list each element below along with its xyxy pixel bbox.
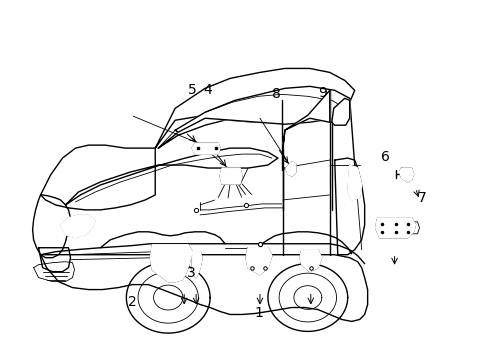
Polygon shape [158, 100, 281, 148]
Polygon shape [331, 98, 349, 125]
Polygon shape [375, 218, 415, 238]
Text: 5: 5 [187, 83, 196, 96]
Polygon shape [242, 195, 255, 202]
Text: 7: 7 [417, 191, 426, 205]
Polygon shape [283, 90, 329, 148]
Polygon shape [175, 86, 349, 132]
Text: 2: 2 [128, 295, 137, 309]
Text: 3: 3 [186, 266, 195, 280]
Polygon shape [285, 162, 295, 176]
Text: 8: 8 [271, 87, 280, 101]
Polygon shape [299, 250, 321, 272]
Text: 4: 4 [203, 83, 212, 96]
Polygon shape [245, 248, 271, 275]
Text: 9: 9 [317, 86, 326, 100]
Polygon shape [61, 215, 95, 238]
Polygon shape [347, 165, 361, 200]
Polygon shape [192, 143, 220, 154]
Polygon shape [215, 198, 224, 205]
Polygon shape [192, 252, 202, 278]
Polygon shape [399, 168, 413, 182]
Polygon shape [220, 168, 242, 184]
Text: 6: 6 [381, 150, 389, 164]
Polygon shape [150, 245, 192, 282]
Text: 1: 1 [254, 306, 263, 320]
